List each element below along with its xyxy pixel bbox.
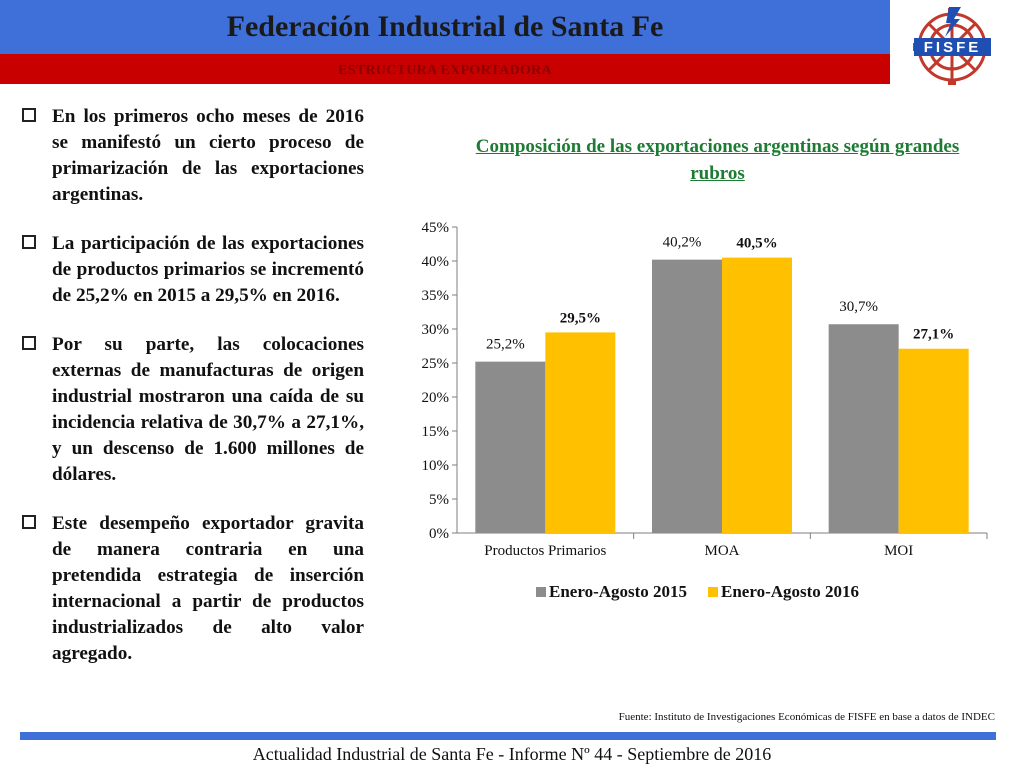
- data-label: 29,5%: [560, 310, 601, 326]
- data-label: 25,2%: [486, 337, 525, 353]
- chart-title: Composición de las exportaciones argenti…: [475, 136, 960, 184]
- bar: [722, 257, 792, 533]
- source-note: Fuente: Instituto de Investigaciones Eco…: [618, 711, 995, 723]
- y-tick-label: 45%: [422, 220, 450, 236]
- footer-text: Actualidad Industrial de Santa Fe - Info…: [252, 744, 772, 764]
- subheader-band: [0, 54, 890, 84]
- page-subtitle: ESTRUCTURA EXPORTADORA: [338, 63, 552, 78]
- data-label: 40,2%: [663, 235, 702, 251]
- data-label: 30,7%: [839, 299, 878, 315]
- page-title: Federación Industrial de Santa Fe: [226, 10, 664, 43]
- x-category-label: MOA: [704, 543, 739, 559]
- bar: [828, 324, 899, 533]
- x-category-label: MOI: [884, 543, 913, 559]
- bullet-text: La participación de las exportaciones de…: [52, 233, 364, 306]
- y-tick-label: 40%: [422, 254, 450, 270]
- y-tick-label: 30%: [422, 322, 450, 338]
- y-tick-label: 25%: [422, 356, 450, 372]
- x-category-label: Productos Primarios: [484, 543, 606, 559]
- bullet-item: Este desempeño exportador gravita de man…: [22, 511, 364, 667]
- bullet-item: En los primeros ocho meses de 2016 se ma…: [22, 104, 364, 208]
- bullet-list: En los primeros ocho meses de 2016 se ma…: [22, 104, 364, 690]
- legend-label: Enero-Agosto 2016: [721, 582, 859, 601]
- checkbox-bullet-icon: [22, 108, 36, 122]
- y-tick-label: 0%: [429, 526, 449, 542]
- header-band: [0, 0, 890, 54]
- bullet-item: Por su parte, las colocaciones externas …: [22, 332, 364, 488]
- bar: [652, 259, 722, 533]
- checkbox-bullet-icon: [22, 235, 36, 249]
- bar: [545, 332, 616, 533]
- checkbox-bullet-icon: [22, 515, 36, 529]
- bullet-text: En los primeros ocho meses de 2016 se ma…: [52, 106, 364, 205]
- legend-swatch: [536, 587, 546, 597]
- logo-text: FISFE: [924, 39, 982, 56]
- y-tick-label: 15%: [422, 424, 450, 440]
- y-tick-label: 20%: [422, 390, 450, 406]
- y-tick-label: 10%: [422, 458, 450, 474]
- bar: [898, 348, 969, 533]
- data-label: 27,1%: [913, 327, 954, 343]
- bullet-text: Por su parte, las colocaciones externas …: [52, 334, 364, 485]
- y-tick-label: 5%: [429, 492, 449, 508]
- bar: [475, 361, 546, 533]
- bar-chart: 0% 5% 10% 15% 20% 25% 30% 35% 40% 45% Productos Pr…: [422, 220, 988, 601]
- legend-swatch: [708, 587, 718, 597]
- y-tick-label: 35%: [422, 288, 450, 304]
- bullet-item: La participación de las exportaciones de…: [22, 231, 364, 309]
- fisfe-logo: FISFE: [913, 7, 991, 85]
- footer-band: [20, 732, 996, 740]
- checkbox-bullet-icon: [22, 336, 36, 350]
- legend-label: Enero-Agosto 2015: [549, 582, 687, 601]
- bullet-text: Este desempeño exportador gravita de man…: [52, 513, 364, 664]
- data-label: 40,5%: [736, 236, 777, 252]
